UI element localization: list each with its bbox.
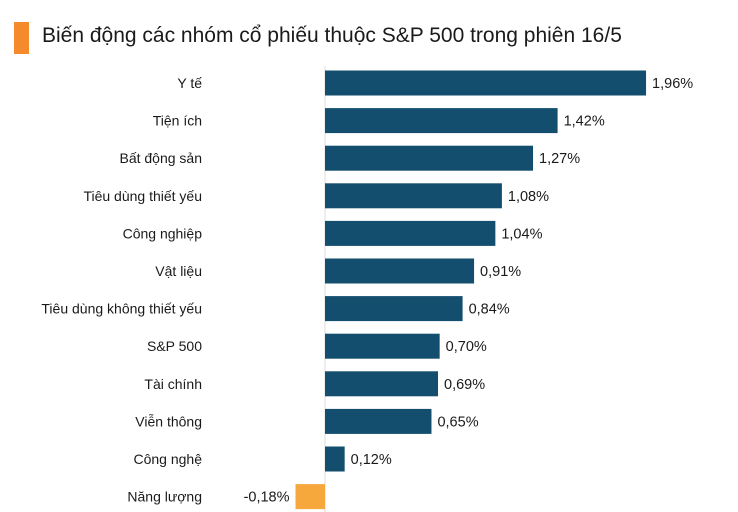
- value-label: 0,91%: [480, 264, 521, 280]
- bar: [325, 371, 439, 397]
- value-label: 1,42%: [564, 114, 605, 130]
- bar: [325, 183, 502, 209]
- value-label: 1,08%: [508, 189, 549, 205]
- category-label: Vật liệu: [155, 263, 202, 279]
- value-label: 0,65%: [437, 414, 478, 430]
- category-label: Tài chính: [144, 376, 202, 392]
- value-label: 0,69%: [444, 377, 485, 393]
- value-label: 1,96%: [652, 76, 693, 92]
- value-label: 0,12%: [351, 452, 392, 468]
- bars-layer: Y tế 1,96% Tiện ích 1,42% Bất động sản 1,27% T…: [41, 66, 693, 512]
- bar: [295, 484, 325, 510]
- value-label: 1,04%: [501, 226, 542, 242]
- chart-title: Biến động các nhóm cổ phiếu thuộc S&P 50…: [42, 24, 622, 47]
- bar: [325, 296, 463, 322]
- bar: [325, 258, 475, 284]
- category-label: Tiêu dùng không thiết yếu: [41, 301, 202, 317]
- bar: [325, 145, 534, 171]
- bar: [325, 108, 558, 134]
- category-label: Bất động sản: [119, 150, 202, 166]
- category-label: Y tế: [177, 75, 202, 91]
- category-label: Năng lượng: [127, 489, 202, 505]
- title-accent-bar: [14, 22, 29, 54]
- value-label: 1,27%: [539, 151, 580, 167]
- bar: [325, 220, 496, 246]
- category-label: Tiện ích: [153, 113, 202, 129]
- value-label: -0,18%: [244, 490, 290, 506]
- bar: [325, 446, 345, 472]
- bar: [325, 70, 647, 96]
- value-label: 0,84%: [469, 302, 510, 318]
- category-label: Công nghiệp: [123, 225, 203, 241]
- category-label: Viễn thông: [135, 413, 202, 429]
- category-label: Công nghệ: [133, 451, 202, 467]
- bar: [325, 333, 440, 359]
- bar: [325, 408, 432, 434]
- category-label: Tiêu dùng thiết yếu: [83, 188, 202, 204]
- category-label: S&P 500: [147, 338, 202, 354]
- value-label: 0,70%: [446, 339, 487, 355]
